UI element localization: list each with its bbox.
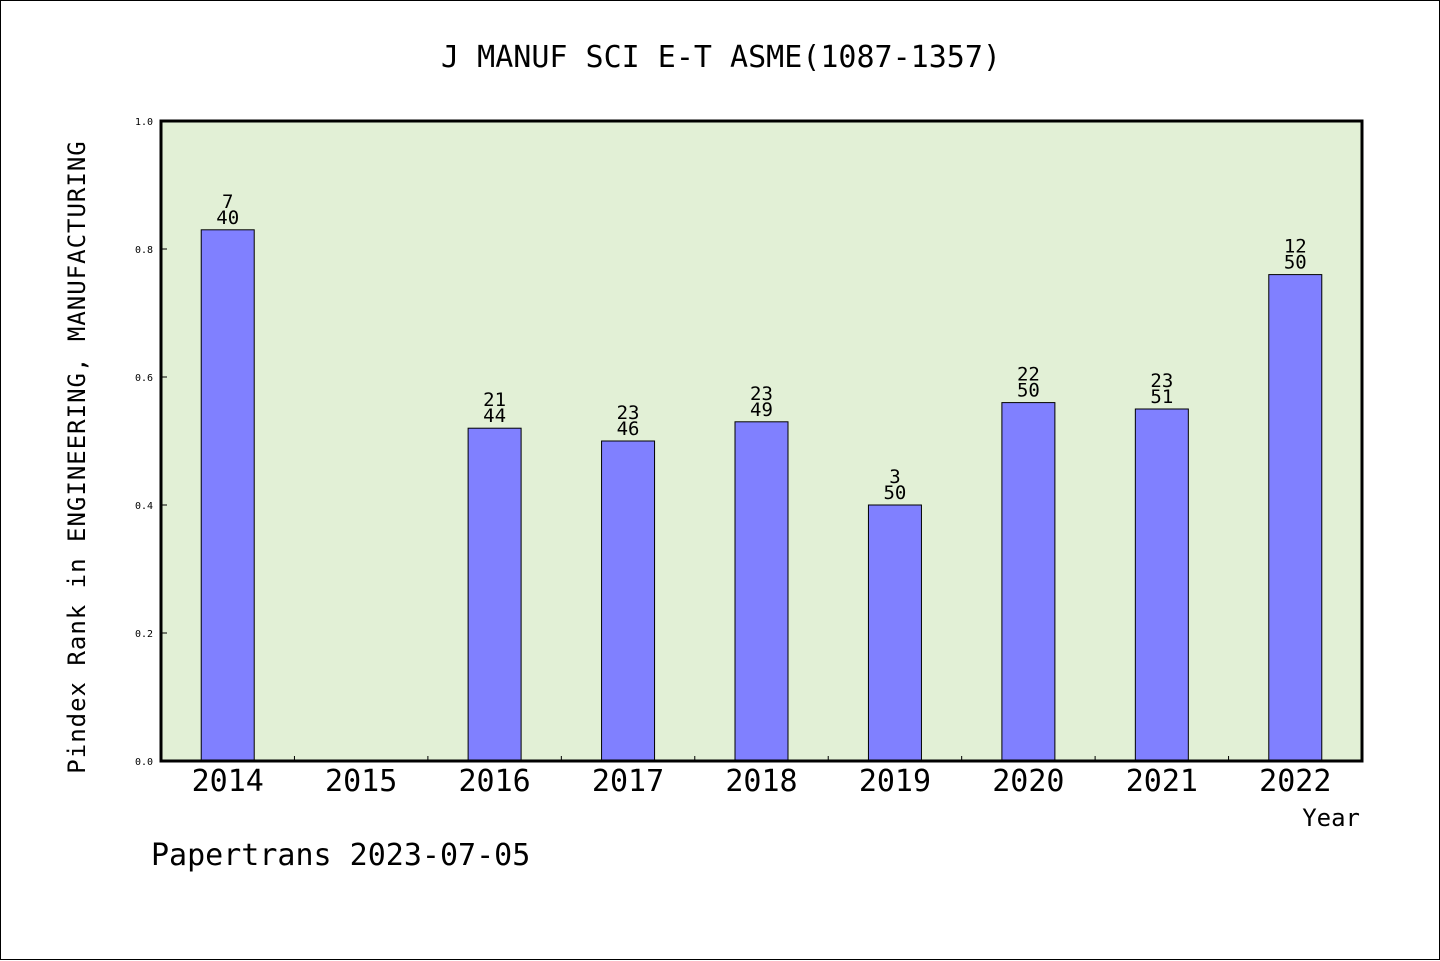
y-tick-label-0.8: 0.8 (135, 245, 153, 256)
total-label-2019: 50 (883, 482, 906, 504)
rank-label-2020: 22 (1017, 364, 1040, 386)
rank-label-2018: 23 (750, 383, 773, 405)
total-label-2022: 50 (1284, 252, 1307, 274)
rank-label-2022: 12 (1284, 236, 1307, 258)
x-tick-label-2022: 2022 (1259, 764, 1331, 799)
y-tick-label-1.0: 1.0 (135, 117, 153, 128)
bars-group (200, 229, 1323, 762)
total-label-2018: 49 (750, 399, 773, 421)
rank-label-2016: 21 (483, 389, 506, 411)
total-label-2014: 40 (216, 207, 239, 229)
bar-2016 (467, 427, 522, 762)
x-tick-label-2019: 2019 (859, 764, 931, 799)
total-label-2020: 50 (1017, 380, 1040, 402)
y-tick-label-0.6: 0.6 (135, 373, 153, 384)
bar-2017 (601, 440, 656, 762)
total-label-2021: 51 (1150, 386, 1173, 408)
plot-border (159, 119, 1364, 763)
y-tick-label-0.4: 0.4 (135, 501, 153, 512)
y-tick-label-0.2: 0.2 (135, 629, 153, 640)
x-axis-label: Year (1302, 804, 1360, 832)
bar-2022 (1268, 274, 1323, 762)
x-tick-label-2015: 2015 (325, 764, 397, 799)
rank-label-2014: 7 (222, 191, 233, 213)
x-axis: 2014 2015 2016 2017 2018 2019 2020 2021 2022 (192, 756, 1331, 799)
x-tick-label-2020: 2020 (992, 764, 1064, 799)
x-tick-label-2014: 2014 (192, 764, 264, 799)
rank-label-2021: 23 (1150, 370, 1173, 392)
x-tick-label-2016: 2016 (458, 764, 530, 799)
bar-2018 (734, 421, 789, 762)
x-tick-label-2018: 2018 (725, 764, 797, 799)
total-label-2017: 46 (617, 418, 640, 440)
bar-2020 (1001, 402, 1056, 762)
y-axis-label: Pindex Rank in ENGINEERING, MANUFACTURIN… (63, 140, 91, 773)
bar-2021 (1134, 408, 1189, 762)
footer-credit: Papertrans 2023-07-05 (151, 838, 530, 873)
y-tick-label-0.0: 0.0 (135, 757, 153, 768)
x-tick-label-2017: 2017 (592, 764, 664, 799)
bar-2014 (200, 229, 255, 762)
chart-title: J MANUF SCI E-T ASME(1087-1357) (441, 40, 1001, 75)
total-label-2016: 44 (483, 405, 506, 427)
bar-2019 (867, 504, 922, 762)
x-tick-label-2021: 2021 (1126, 764, 1198, 799)
rank-label-2019: 3 (889, 466, 900, 488)
rank-label-2017: 23 (617, 402, 640, 424)
